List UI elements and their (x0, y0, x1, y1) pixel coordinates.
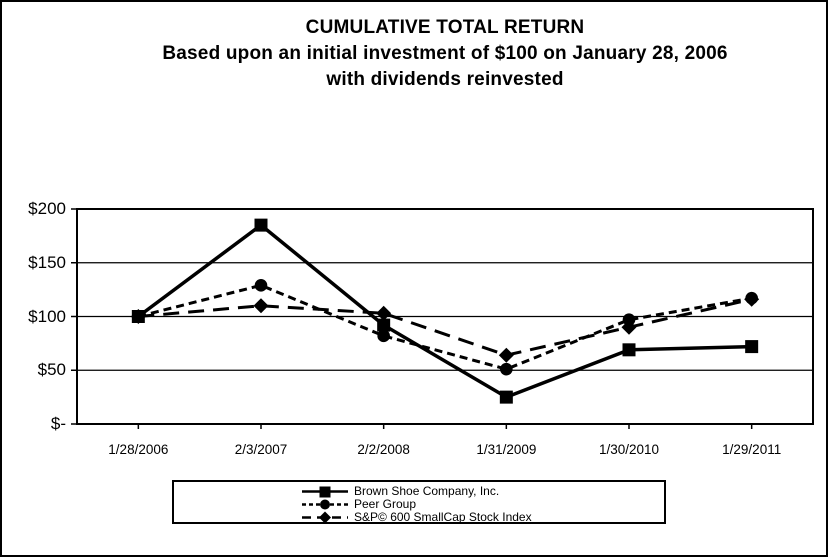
long-dash-line-diamond-marker-icon (302, 511, 348, 523)
series-line-square (137, 222, 752, 400)
data-marker-circle (745, 291, 758, 305)
y-tick-label: $- (50, 414, 66, 433)
solid-line-square-marker-icon (302, 486, 348, 497)
y-tick-label: $150 (28, 252, 66, 272)
chart-subtitle-line2: with dividends reinvested (326, 69, 564, 90)
series-line-circle (137, 283, 752, 371)
legend-item-peer-group: Peer Group (302, 498, 664, 510)
data-marker-square (499, 390, 513, 404)
data-marker-square (745, 340, 759, 354)
chart-title-block: CUMULATIVE TOTAL RETURN Based upon an in… (77, 15, 813, 93)
legend-item-brown-shoe: Brown Shoe Company, Inc. (302, 485, 664, 497)
data-marker-diamond (253, 298, 269, 314)
dashed-line-circle-marker-icon (302, 499, 348, 509)
legend-label: Brown Shoe Company, Inc. (354, 484, 500, 498)
y-tick-label: $200 (28, 199, 66, 218)
y-tick-label: $50 (37, 360, 66, 380)
plot-border (76, 208, 814, 425)
series-line-diamond (138, 297, 752, 357)
data-marker-square (377, 318, 391, 332)
data-marker-diamond (376, 305, 392, 321)
chart-subtitle-line1: Based upon an initial investment of $100… (162, 43, 728, 64)
chart-legend: Brown Shoe Company, Inc. Peer Group S&P©… (172, 480, 666, 524)
x-tick-label: 1/29/2011 (722, 442, 782, 457)
x-tick-label: 1/31/2009 (476, 442, 537, 457)
x-tick-label: 1/28/2006 (108, 442, 169, 457)
data-marker-square (131, 310, 145, 323)
legend-item-sp600: S&P© 600 SmallCap Stock Index (302, 511, 664, 523)
x-axis-labels: 1/28/2006 2/3/2007 2/2/2008 1/31/2009 1/30/2… (77, 442, 813, 458)
chart-title: CUMULATIVE TOTAL RETURN (305, 17, 585, 38)
x-tick-label: 1/30/2010 (598, 442, 660, 457)
data-marker-circle (500, 362, 513, 376)
data-marker-circle (622, 313, 636, 327)
data-marker-circle (377, 329, 390, 343)
chart-plot-area (71, 208, 814, 429)
x-tick-label: 2/3/2007 (234, 442, 288, 457)
data-marker-square (622, 343, 636, 357)
y-tick-label: $100 (28, 306, 66, 326)
data-marker-diamond (498, 347, 514, 363)
data-marker-circle (254, 279, 268, 292)
data-marker-square (254, 218, 268, 232)
legend-label: Peer Group (354, 497, 417, 511)
x-tick-label: 2/2/2008 (357, 442, 410, 457)
legend-label: S&P© 600 SmallCap Stock Index (354, 510, 532, 524)
